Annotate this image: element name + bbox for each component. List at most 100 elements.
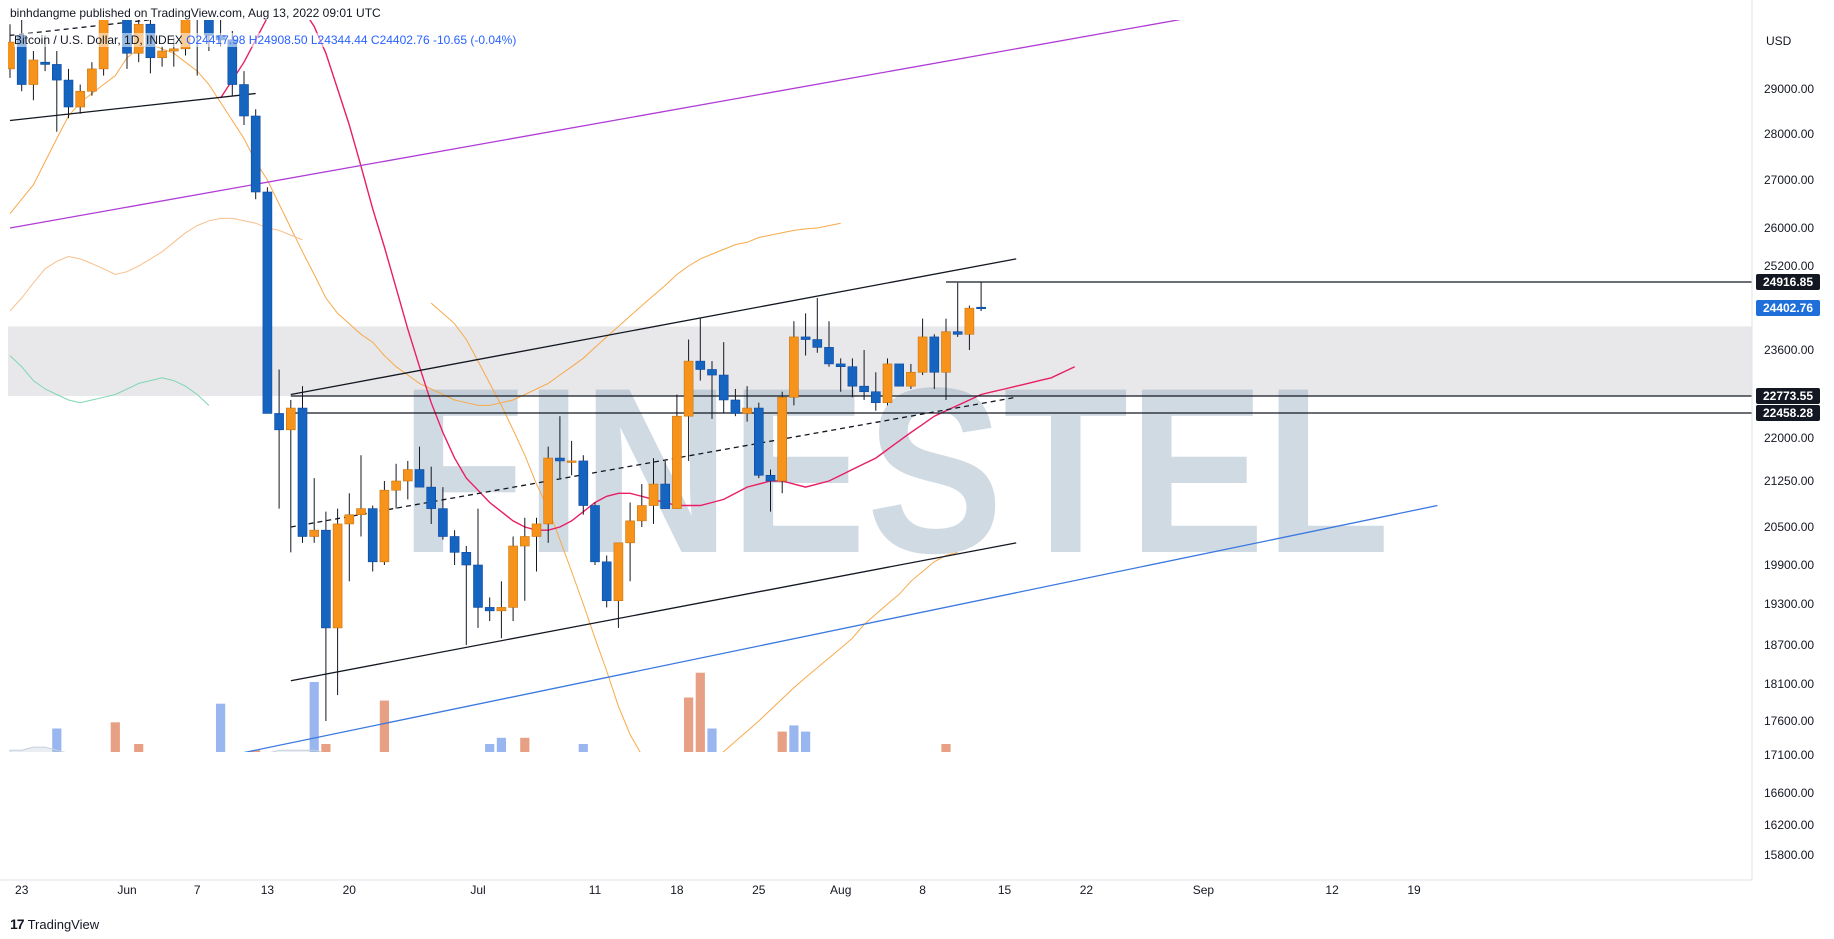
candle-body bbox=[426, 486, 437, 509]
y-tick-label: 17100.00 bbox=[1764, 748, 1814, 762]
volume-bar bbox=[216, 703, 226, 752]
trendline bbox=[243, 504, 1438, 752]
volume-bar bbox=[695, 672, 705, 752]
volume-bar bbox=[146, 775, 155, 868]
volume-bar bbox=[544, 794, 553, 868]
candle-body bbox=[753, 407, 764, 476]
volume-bar bbox=[930, 766, 939, 868]
candle-body bbox=[63, 79, 74, 108]
volume-bar bbox=[626, 781, 635, 868]
x-tick-label: 11 bbox=[589, 883, 602, 897]
candle-body bbox=[636, 505, 647, 522]
volume-bar bbox=[860, 809, 869, 868]
y-tick-label: 29000.00 bbox=[1764, 82, 1814, 96]
candle-body bbox=[730, 399, 741, 414]
tradingview-brand[interactable]: 17 TradingView bbox=[10, 916, 99, 932]
candle-body bbox=[695, 360, 706, 370]
volume-bar bbox=[672, 815, 681, 868]
brand-name: TradingView bbox=[27, 916, 100, 932]
volume-bar bbox=[918, 760, 927, 869]
volume-layer bbox=[5, 672, 962, 869]
candle-body bbox=[777, 396, 788, 482]
volume-bar bbox=[204, 812, 213, 868]
volume-bar bbox=[41, 769, 50, 868]
trendline bbox=[290, 396, 1017, 528]
tradingview-logo-icon: 17 bbox=[10, 916, 25, 932]
volume-bar bbox=[99, 766, 108, 868]
volume-bar bbox=[275, 769, 284, 868]
trendline bbox=[9, 92, 256, 122]
y-tick-label: 17600.00 bbox=[1764, 714, 1814, 728]
candle-body bbox=[707, 369, 717, 376]
volume-bar bbox=[836, 815, 845, 868]
candle-body bbox=[683, 360, 694, 417]
volume-bar bbox=[895, 800, 904, 868]
volume-bar bbox=[532, 800, 541, 868]
y-tick-label: 27000.00 bbox=[1764, 173, 1814, 187]
candle-body bbox=[51, 64, 62, 81]
volume-bar bbox=[614, 812, 623, 868]
x-tick-label: 25 bbox=[752, 883, 766, 897]
y-tick-label: 20500.00 bbox=[1764, 520, 1814, 534]
currency-label[interactable]: USD bbox=[1766, 34, 1792, 48]
candle-body bbox=[929, 336, 940, 373]
volume-bar bbox=[941, 744, 951, 752]
volume-bar bbox=[5, 775, 14, 868]
candle-body bbox=[274, 413, 284, 431]
volume-bar bbox=[555, 791, 564, 869]
volume-bar bbox=[777, 731, 787, 752]
candle-body bbox=[449, 536, 460, 553]
volume-bar bbox=[368, 784, 377, 868]
volume-bar bbox=[848, 822, 857, 869]
volume-bar bbox=[509, 753, 518, 868]
x-tick-label: Jul bbox=[470, 883, 485, 897]
volume-bar bbox=[649, 784, 658, 868]
volume-bar bbox=[473, 797, 482, 868]
volume-bar bbox=[496, 737, 506, 752]
volume-bar bbox=[789, 725, 799, 752]
y-tick-label: 23600.00 bbox=[1764, 343, 1814, 357]
time-axis[interactable]: 23 Jun 7 13 20 Jul 11 18 25 Aug 8 15 22 Sep 12 19 bbox=[0, 879, 1752, 897]
y-tick-label: 21250.00 bbox=[1764, 474, 1814, 488]
volume-bar bbox=[731, 775, 740, 868]
x-tick-label: 22 bbox=[1080, 883, 1094, 897]
price-tag bbox=[1756, 388, 1820, 404]
x-tick-label: 20 bbox=[343, 883, 357, 897]
price-label-layer: 24916.85 24402.76 22773.55 22458.28 bbox=[1756, 274, 1820, 421]
volume-bar bbox=[239, 760, 248, 869]
candle-body bbox=[625, 520, 635, 544]
candle-body bbox=[976, 306, 986, 310]
x-tick-label: 23 bbox=[15, 883, 29, 897]
candle-body bbox=[28, 59, 39, 85]
price-tag bbox=[1756, 405, 1820, 421]
trendline bbox=[9, 20, 1182, 229]
candle-body bbox=[8, 41, 15, 70]
volume-bar bbox=[485, 744, 495, 752]
candle-body bbox=[344, 514, 355, 525]
symbol-title[interactable]: Bitcoin / U.S. Dollar, 1D, INDEX bbox=[14, 33, 183, 47]
price-tag-label: 22773.55 bbox=[1763, 389, 1813, 403]
candle-body bbox=[496, 607, 507, 612]
volume-bar bbox=[122, 797, 131, 868]
resistance-zone-layer bbox=[8, 326, 1752, 396]
candle-body bbox=[297, 407, 308, 537]
volume-bar bbox=[158, 800, 167, 868]
volume-bar bbox=[754, 825, 763, 868]
x-tick-label: 19 bbox=[1407, 883, 1421, 897]
candle-body bbox=[952, 331, 963, 335]
price-tag bbox=[1756, 274, 1820, 290]
price-axis[interactable]: 29000.00 28000.00 27000.00 26000.00 25200.00… bbox=[1751, 0, 1814, 880]
volume-bar bbox=[321, 744, 331, 752]
volume-bar bbox=[286, 756, 295, 868]
ma-line bbox=[220, 20, 1076, 531]
candle-body bbox=[414, 469, 425, 488]
volume-bar bbox=[953, 800, 962, 868]
candle-body bbox=[800, 336, 811, 340]
volume-bar bbox=[52, 728, 62, 752]
volume-bar bbox=[333, 797, 342, 868]
candle-body bbox=[555, 457, 565, 462]
volume-bar bbox=[110, 722, 120, 752]
x-tick-label: 18 bbox=[670, 883, 684, 897]
x-tick-label: Aug bbox=[830, 883, 851, 897]
